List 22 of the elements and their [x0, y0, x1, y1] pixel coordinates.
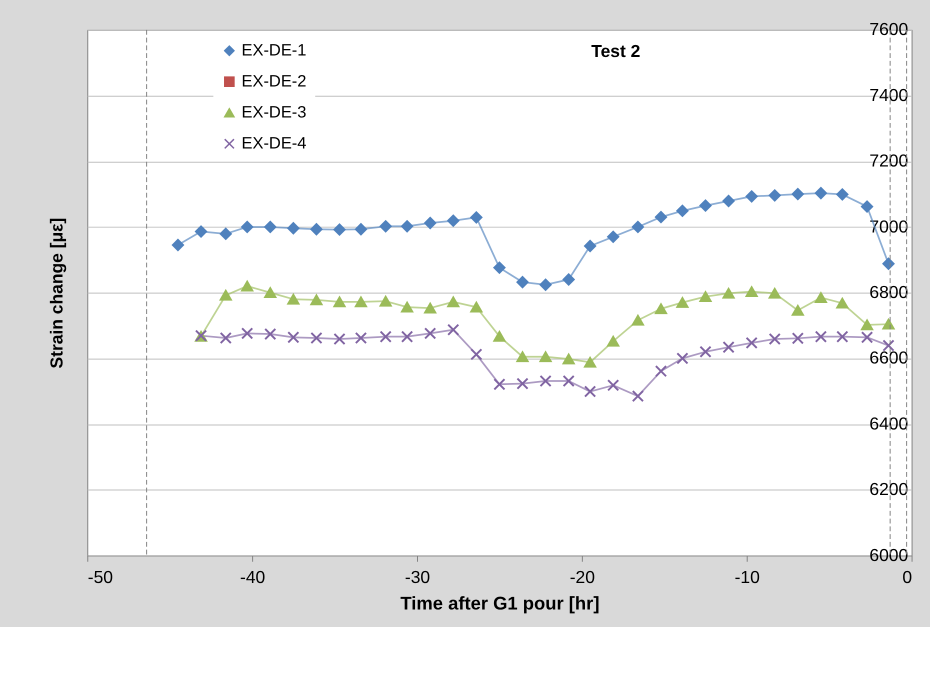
- y-tick-label: 7600: [869, 19, 908, 40]
- x-tick-label: -10: [734, 567, 760, 588]
- y-tick-label: 6000: [869, 544, 908, 565]
- y-axis-title: Strain change [με]: [46, 218, 67, 368]
- x-tick-label: -40: [240, 567, 266, 588]
- legend-label: EX-DE-3: [241, 104, 306, 122]
- x-tick-label: -20: [570, 567, 596, 588]
- y-tick-label: 6800: [869, 282, 908, 302]
- legend-label: EX-DE-2: [241, 72, 306, 91]
- text: Test 2: [591, 41, 640, 61]
- x-axis-title: Time after G1 pour [hr]: [400, 592, 600, 614]
- legend-label: EX-DE-4: [241, 134, 306, 153]
- x-tick-label: 0: [902, 567, 912, 588]
- y-tick-label: 7000: [869, 216, 908, 236]
- y-tick-label: 7400: [869, 84, 908, 105]
- y-tick-label: 7200: [869, 150, 908, 171]
- x-tick-label: -50: [88, 567, 114, 588]
- legend-label: EX-DE-1: [241, 42, 306, 60]
- y-tick-label: 6200: [869, 479, 908, 500]
- y-tick-label: 6400: [869, 413, 908, 434]
- x-tick-label: -30: [404, 567, 430, 588]
- y-tick-label: 6600: [869, 348, 908, 368]
